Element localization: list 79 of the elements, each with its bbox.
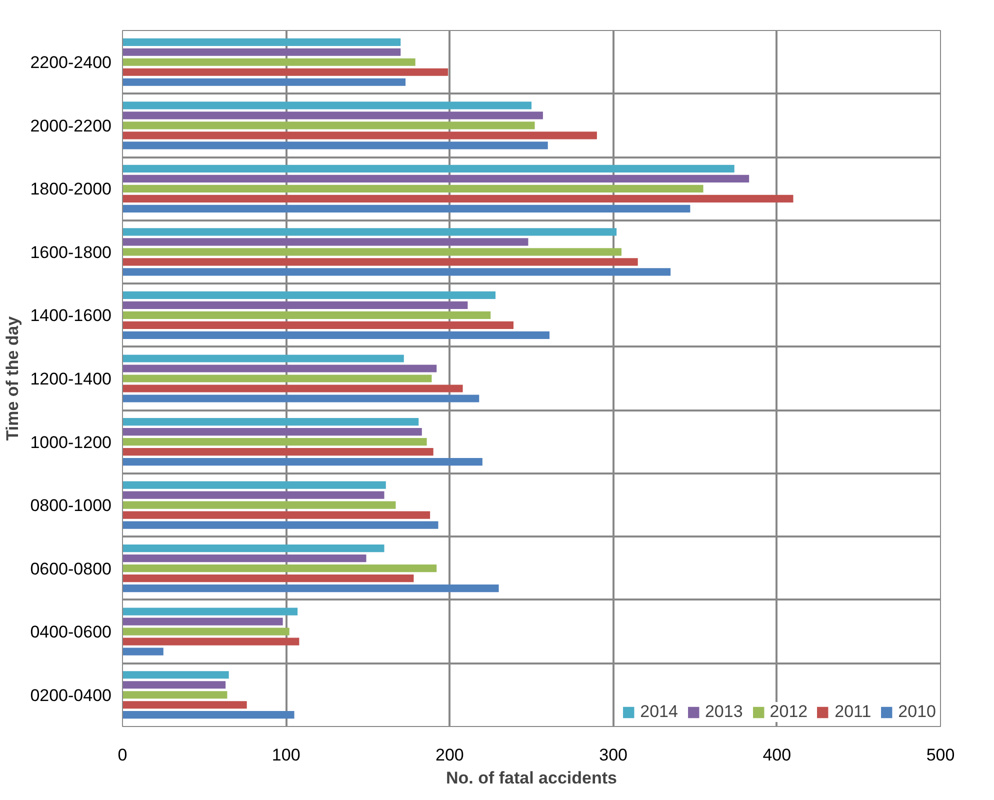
- bar: [122, 321, 514, 330]
- bar: [122, 711, 294, 719]
- bar: [122, 164, 734, 172]
- bar: [122, 628, 290, 636]
- y-tick-label: 0800-1000: [30, 496, 112, 516]
- bar: [122, 331, 550, 340]
- legend-label: 2010: [898, 702, 936, 722]
- bar: [122, 354, 404, 362]
- bar: [122, 174, 750, 182]
- y-tick-label: 0400-0600: [30, 622, 112, 642]
- bar: [122, 701, 247, 709]
- bar: [122, 608, 298, 616]
- bar: [122, 648, 164, 656]
- x-tick-label: 100: [272, 746, 300, 764]
- bar: [122, 102, 532, 110]
- y-axis-title: Time of the day: [3, 316, 22, 441]
- bar: [122, 511, 430, 519]
- bar: [122, 691, 228, 699]
- bar: [122, 194, 794, 202]
- bar: [122, 48, 401, 56]
- x-tick-label: 200: [436, 746, 464, 764]
- bar: [122, 301, 468, 310]
- bar: [122, 374, 432, 382]
- y-tick-label: 1400-1600: [30, 306, 112, 326]
- y-tick-label: 2200-2400: [30, 53, 112, 72]
- bar: [122, 268, 671, 276]
- legend-label: 2012: [770, 702, 808, 722]
- bar: [122, 258, 638, 266]
- bar: [122, 521, 438, 529]
- bar: [122, 418, 419, 426]
- y-tick-label: 1000-1200: [30, 432, 112, 452]
- bar: [122, 501, 396, 509]
- bar: [122, 38, 401, 46]
- x-tick-label: 300: [599, 746, 628, 764]
- bar: [122, 491, 384, 499]
- x-tick-label: 400: [762, 746, 792, 764]
- bar: [122, 364, 437, 372]
- bar: [122, 438, 427, 446]
- bar: [122, 68, 448, 76]
- bar: [122, 564, 437, 572]
- bar: [122, 554, 366, 562]
- bar: [122, 122, 535, 130]
- bar: [122, 132, 597, 140]
- bar: [122, 458, 482, 466]
- bar: [122, 544, 384, 552]
- bar: [122, 78, 406, 86]
- bar: [122, 142, 548, 150]
- y-tick-label: 1600-1800: [30, 242, 112, 262]
- bar: [122, 238, 528, 246]
- bar: [122, 58, 416, 66]
- bar: [122, 204, 690, 212]
- y-tick-label: 0600-0800: [30, 559, 112, 578]
- bar: [122, 311, 491, 320]
- bar: [122, 248, 622, 256]
- x-tick-label: 500: [926, 746, 955, 764]
- legend-label: 2011: [834, 702, 872, 722]
- y-tick-label: 1200-1400: [30, 370, 112, 388]
- x-tick-label: 0: [118, 746, 128, 764]
- bar: [122, 394, 480, 402]
- bar: [122, 481, 386, 489]
- bar: [122, 112, 543, 120]
- bar: [122, 384, 463, 392]
- y-tick-label: 2000-2200: [30, 116, 112, 136]
- bar: [122, 291, 496, 300]
- bar: [122, 681, 226, 689]
- bar: [122, 671, 229, 679]
- bar: [122, 448, 434, 456]
- bar: [122, 428, 422, 436]
- legend-label: 2014: [640, 702, 678, 722]
- y-tick-label: 1800-2000: [30, 180, 112, 199]
- bar: [122, 638, 300, 646]
- bar: [122, 618, 283, 626]
- legend-label: 2013: [704, 702, 743, 722]
- y-tick-label: 0200-0400: [30, 686, 112, 705]
- x-axis-title: No. of fatal accidents: [446, 768, 617, 788]
- bar: [122, 574, 414, 582]
- bar: [122, 228, 617, 236]
- bar: [122, 584, 499, 592]
- bar: [122, 184, 704, 192]
